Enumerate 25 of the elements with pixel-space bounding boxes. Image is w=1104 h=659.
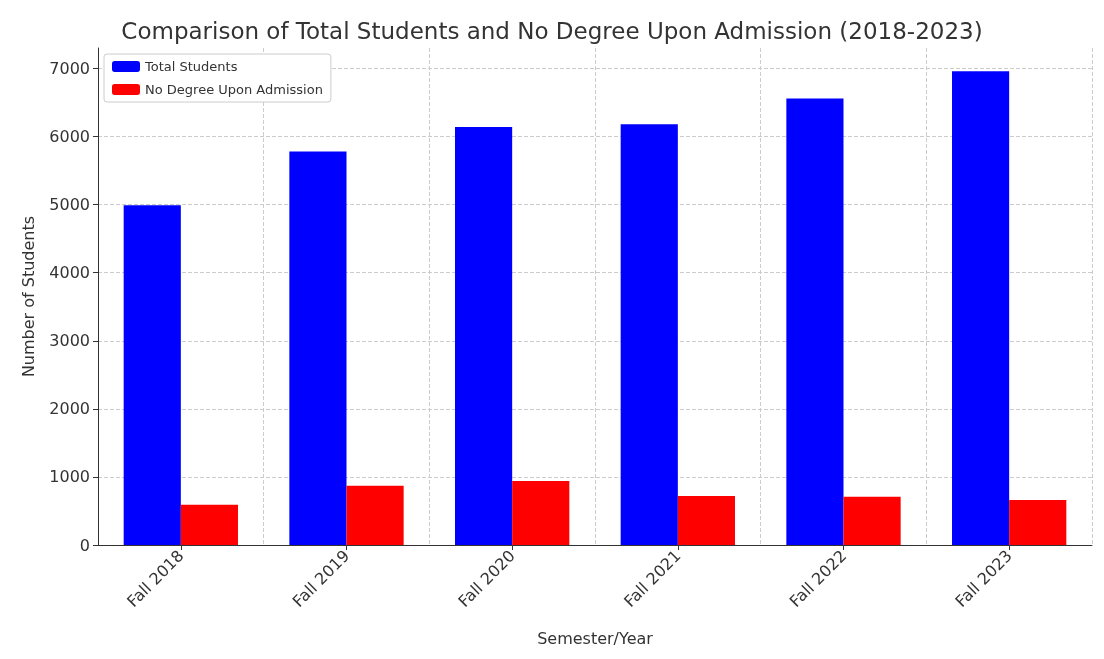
- y-tick-label: 2000: [49, 399, 90, 419]
- y-tick-label: 1000: [49, 467, 90, 487]
- y-axis-title: Number of Students: [18, 215, 38, 378]
- bar: [620, 124, 678, 545]
- bar: [1009, 500, 1067, 545]
- bar: [289, 151, 347, 545]
- legend-label: No Degree Upon Admission: [145, 82, 323, 97]
- bar: [512, 481, 570, 545]
- y-tick-label: 3000: [49, 331, 90, 351]
- bar: [455, 126, 513, 545]
- y-tick-label: 0: [79, 535, 90, 555]
- bar: [952, 71, 1010, 545]
- legend-label: Total Students: [144, 59, 238, 74]
- y-tick-label: 7000: [49, 58, 90, 78]
- bar: [677, 495, 735, 545]
- bar: [786, 98, 844, 545]
- y-tick-label: 5000: [49, 195, 90, 215]
- y-tick-label: 4000: [49, 263, 90, 283]
- x-axis-title: Semester/Year: [537, 628, 654, 648]
- bar: [180, 504, 238, 545]
- y-tick-label: 6000: [49, 127, 90, 147]
- bar: [346, 485, 404, 545]
- bar: [843, 496, 901, 545]
- bar: [123, 205, 181, 545]
- chart-title: Comparison of Total Students and No Degree Upon Admission (2018-2023): [121, 17, 983, 44]
